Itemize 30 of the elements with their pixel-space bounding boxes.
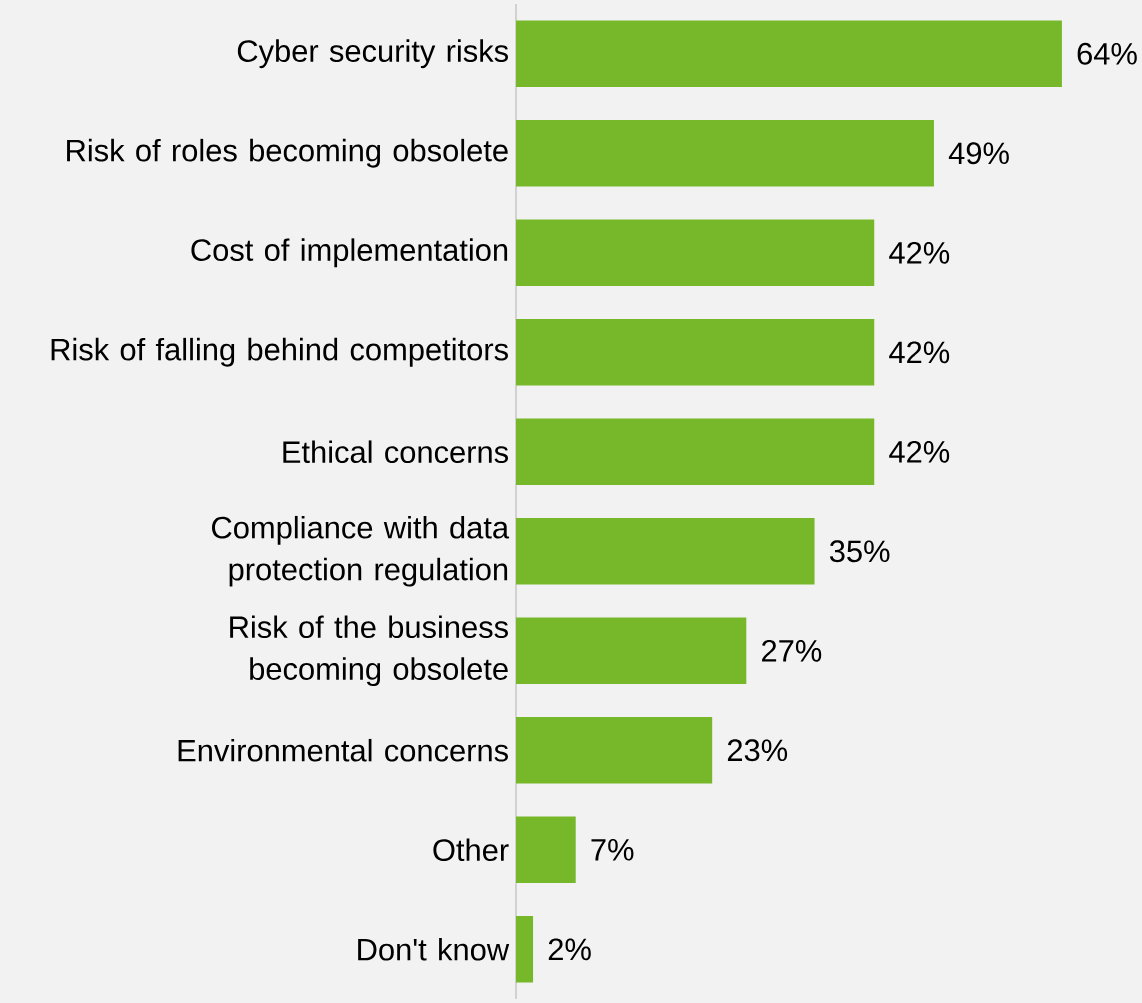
data-label: 42% [889, 440, 950, 463]
y-tick-label: Cost of implementation [191, 238, 508, 268]
bar [516, 517, 815, 585]
data-label: 42% [889, 341, 950, 364]
data-label: 42% [889, 241, 950, 264]
y-tick-label: Risk of falling behind competitors [51, 337, 508, 367]
data-label: 35% [829, 540, 890, 563]
bar [516, 219, 875, 287]
bar [516, 816, 576, 884]
y-tick-label: Cyber security risks [237, 39, 508, 69]
y-tick-label: Environmental concerns [178, 738, 508, 762]
bar [516, 418, 875, 486]
y-tick-label: Risk of roles becoming obsolete [67, 138, 508, 168]
bar [516, 318, 875, 386]
data-label: 7% [591, 838, 634, 861]
bar [516, 915, 534, 983]
y-tick-label: Ethical concerns [283, 440, 508, 464]
bar [516, 119, 934, 187]
bar [516, 716, 713, 784]
y-tick-label: Don't know [358, 937, 510, 961]
data-label: 2% [548, 938, 591, 961]
y-tick-label: Other [433, 838, 509, 862]
data-label: 49% [948, 142, 1009, 165]
y-tick-label: Compliance with data protection regulation [212, 515, 510, 587]
bar [516, 20, 1062, 88]
data-label: 23% [727, 739, 788, 762]
y-tick-label: Risk of the business becoming obsolete [230, 615, 508, 687]
data-label: 27% [762, 639, 822, 662]
data-label: 64% [1077, 42, 1137, 65]
bar [516, 617, 747, 685]
